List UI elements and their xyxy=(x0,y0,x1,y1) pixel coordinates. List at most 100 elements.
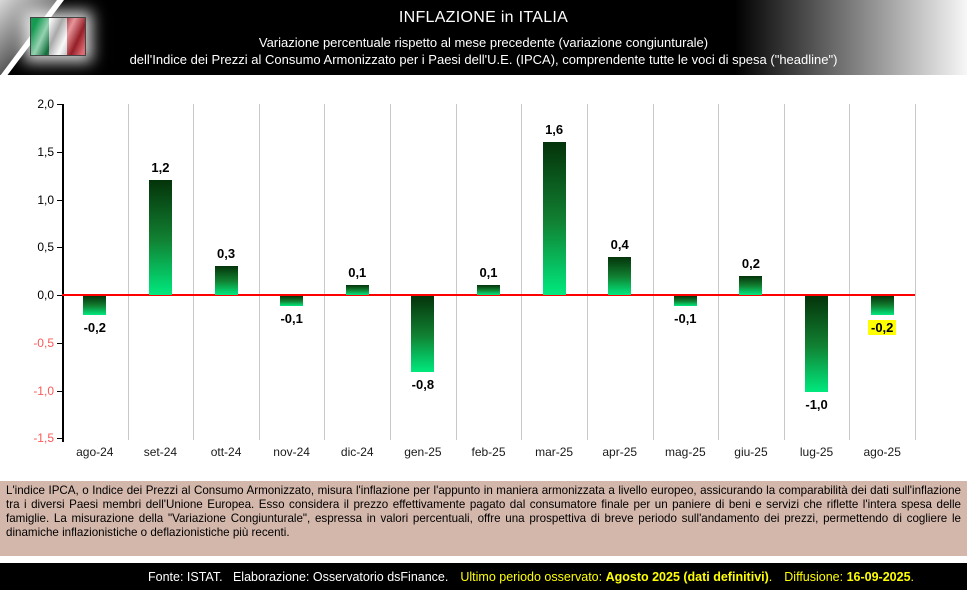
gridline xyxy=(915,104,916,440)
x-axis-label: feb-25 xyxy=(471,445,506,459)
bar-value: 0,2 xyxy=(741,255,760,271)
gridline xyxy=(849,104,851,440)
bar-value-label: -0,1 xyxy=(262,311,322,326)
x-axis-label: ago-24 xyxy=(76,445,114,459)
x-axis-label: mag-25 xyxy=(665,445,706,459)
zero-line xyxy=(62,294,915,296)
bar-value-label: -1,0 xyxy=(787,397,847,412)
bar xyxy=(870,296,894,316)
x-axis-label: giu-25 xyxy=(734,445,768,459)
y-axis-label: 1,5 xyxy=(37,144,54,159)
gridline xyxy=(127,104,129,440)
italy-flag-icon xyxy=(30,17,86,56)
bar-value: -0,1 xyxy=(280,310,303,326)
page-subtitle-2: dell'Indice dei Prezzi al Consumo Armoni… xyxy=(129,52,838,67)
bar xyxy=(148,180,172,295)
y-axis-label: 1,0 xyxy=(37,192,54,207)
y-axis-tick xyxy=(57,151,62,153)
y-axis-tick xyxy=(57,342,62,344)
ipca-description-text: L'indice IPCA, o Indice dei Prezzi al Co… xyxy=(0,481,967,556)
y-axis-line xyxy=(62,104,64,442)
bar-value-label: 0,1 xyxy=(327,265,387,280)
bar-value-label: 1,2 xyxy=(130,160,190,175)
gridline xyxy=(521,104,523,440)
bar-value-label: -0,8 xyxy=(393,377,453,392)
gridline xyxy=(718,104,720,440)
y-axis-label: -1,5 xyxy=(33,431,54,446)
y-axis-label: -0,5 xyxy=(33,335,54,350)
bar-value: -0,8 xyxy=(411,377,435,393)
bar-value-label: 0,4 xyxy=(590,237,650,252)
bar xyxy=(280,296,304,306)
gridline xyxy=(258,104,260,440)
y-axis-tick xyxy=(57,247,62,249)
bar-value-label: -0,2 xyxy=(852,320,912,336)
footer-last-period-label: Ultimo periodo osservato: xyxy=(460,569,606,584)
y-axis-label: 2,0 xyxy=(37,97,54,111)
footer-bar: Fonte: ISTAT. Elaborazione: Osservatorio… xyxy=(0,563,967,590)
bar-value: 0,1 xyxy=(348,265,367,281)
header: INFLAZIONE in ITALIA Variazione percentu… xyxy=(0,0,967,85)
x-axis-label: ago-25 xyxy=(863,445,901,459)
y-axis-tick xyxy=(57,438,62,440)
footer-diffusion-label: Diffusione: xyxy=(784,569,847,584)
bar xyxy=(83,296,107,316)
bar-value: -1,0 xyxy=(805,396,828,412)
bar-value: 0,3 xyxy=(216,246,236,262)
gridline xyxy=(586,104,588,440)
x-axis-label: gen-25 xyxy=(404,445,442,459)
bar xyxy=(608,256,632,295)
gridline xyxy=(652,104,654,440)
x-axis-label: dic-24 xyxy=(340,445,374,459)
bar-value-label: 0,3 xyxy=(196,246,256,261)
footer-dot-1: . xyxy=(768,569,773,584)
bar-chart: 2,0 1,5 1,0 0,5 0,0 -0,5 -1,0 -1,5 -0,2 ago-24 1,2… xyxy=(0,75,967,481)
bar xyxy=(214,266,238,295)
bar-value: 1,2 xyxy=(151,160,170,176)
bar xyxy=(673,296,697,306)
page-title: INFLAZIONE in ITALIA xyxy=(398,9,569,26)
bar-value: 0,1 xyxy=(479,265,498,281)
bar-value: 0,4 xyxy=(610,236,629,252)
bar xyxy=(411,296,435,373)
footer-source-text: Fonte: ISTAT. Elaborazione: Osservatorio… xyxy=(147,569,449,584)
x-axis-label: ott-24 xyxy=(210,445,242,459)
y-axis-tick xyxy=(57,295,62,296)
bar-value: 1,6 xyxy=(545,122,564,138)
bar-value-label: -0,1 xyxy=(655,311,715,326)
gridline xyxy=(783,104,785,440)
bar-value-label: 1,6 xyxy=(524,122,584,137)
y-axis-tick xyxy=(57,390,62,392)
y-axis-label: 0,0 xyxy=(37,288,54,302)
gridline xyxy=(193,104,195,440)
bar-value-label: 0,2 xyxy=(721,256,781,271)
bar xyxy=(739,275,763,295)
bar-value-label: -0,2 xyxy=(65,320,125,335)
gridline xyxy=(455,104,457,440)
footer-diffusion-value: 16-09-2025 xyxy=(846,569,911,584)
x-axis-label: apr-25 xyxy=(602,445,638,459)
y-axis-tick xyxy=(57,199,62,201)
bar-value-label: 0,1 xyxy=(459,265,519,280)
x-axis-label: nov-24 xyxy=(273,445,310,459)
footer-dot-2: . xyxy=(910,569,915,584)
bar xyxy=(542,142,566,295)
bar-value: -0,2 xyxy=(83,320,106,336)
y-axis-tick xyxy=(57,104,62,105)
gridline xyxy=(324,104,326,440)
x-axis-label: set-24 xyxy=(143,445,178,459)
bar-value: -0,1 xyxy=(674,310,697,326)
flag-wave-sheen xyxy=(31,18,85,55)
bar xyxy=(345,285,369,295)
x-axis-label: lug-25 xyxy=(799,445,834,459)
y-axis-label: 0,5 xyxy=(37,240,54,255)
bar xyxy=(805,296,829,392)
y-axis-label: -1,0 xyxy=(33,383,54,398)
page-subtitle-1: Variazione percentuale rispetto al mese … xyxy=(258,35,709,50)
gridline xyxy=(390,104,392,440)
footer-last-period-value: Agosto 2025 (dati definitivi) xyxy=(605,569,769,584)
x-axis-label: mar-25 xyxy=(535,445,574,459)
bar-value: -0,2 xyxy=(867,320,897,336)
bar xyxy=(477,285,500,295)
